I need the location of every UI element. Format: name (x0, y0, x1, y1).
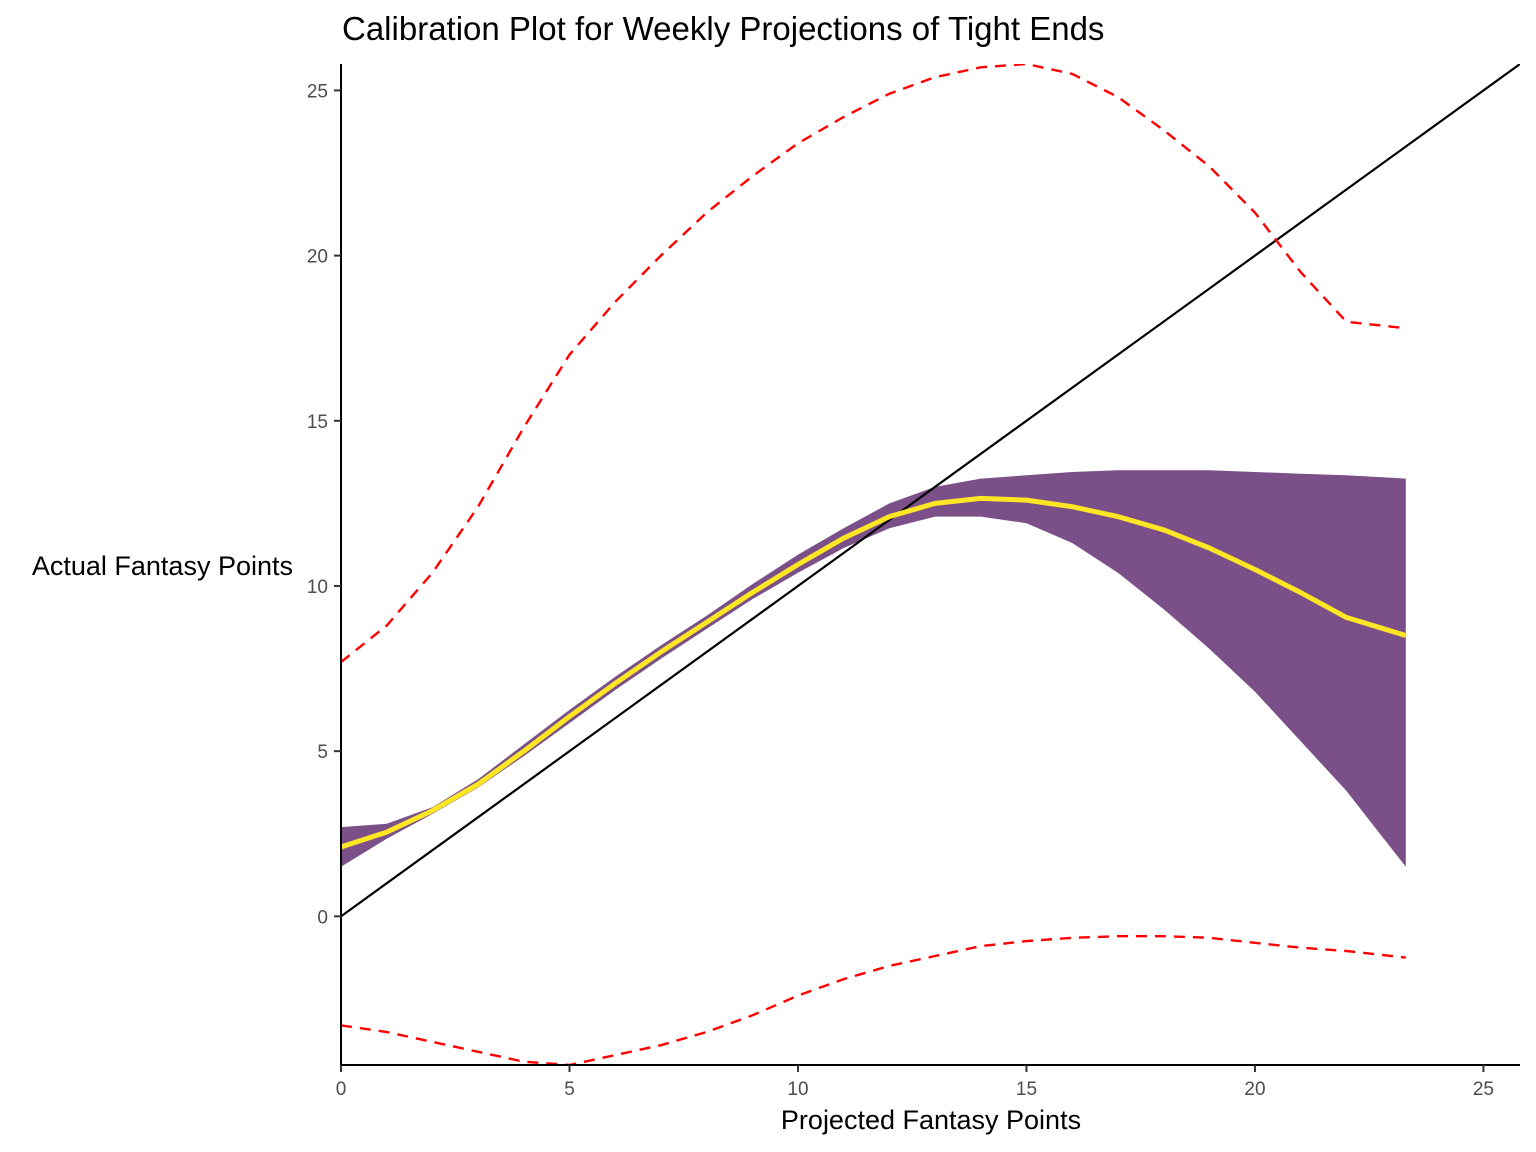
y-axis: 0 5 10 15 20 25 (307, 64, 342, 1065)
confidence-band (341, 470, 1406, 867)
y-tick-label: 10 (307, 577, 328, 598)
upper-prediction-bound-line (341, 64, 1406, 663)
reference-line (341, 64, 1520, 918)
x-tick-label: 20 (1244, 1079, 1265, 1100)
smoothed-fit-line (341, 495, 1407, 850)
x-tick-label: 0 (336, 1079, 347, 1100)
x-tick-label: 5 (564, 1079, 575, 1100)
x-tick-label: 10 (787, 1079, 808, 1100)
plot-series-layer (341, 64, 1520, 1065)
x-axis-title: Projected Fantasy Points (781, 1105, 1081, 1135)
y-tick-label: 5 (317, 742, 328, 763)
y-tick-label: 20 (307, 247, 328, 268)
lower-prediction-bound-line (341, 935, 1406, 1065)
plot-area (341, 64, 1520, 1065)
x-tick-label: 15 (1016, 1079, 1037, 1100)
y-tick-label: 15 (307, 412, 328, 433)
chart-title: Calibration Plot for Weekly Projections … (342, 10, 1104, 47)
y-tick-label: 0 (317, 907, 328, 928)
x-tick-label: 25 (1473, 1079, 1494, 1100)
y-axis-title: Actual Fantasy Points (32, 551, 293, 581)
y-tick-label: 25 (307, 81, 328, 102)
x-axis: 0 5 10 15 20 25 (336, 1064, 1520, 1100)
